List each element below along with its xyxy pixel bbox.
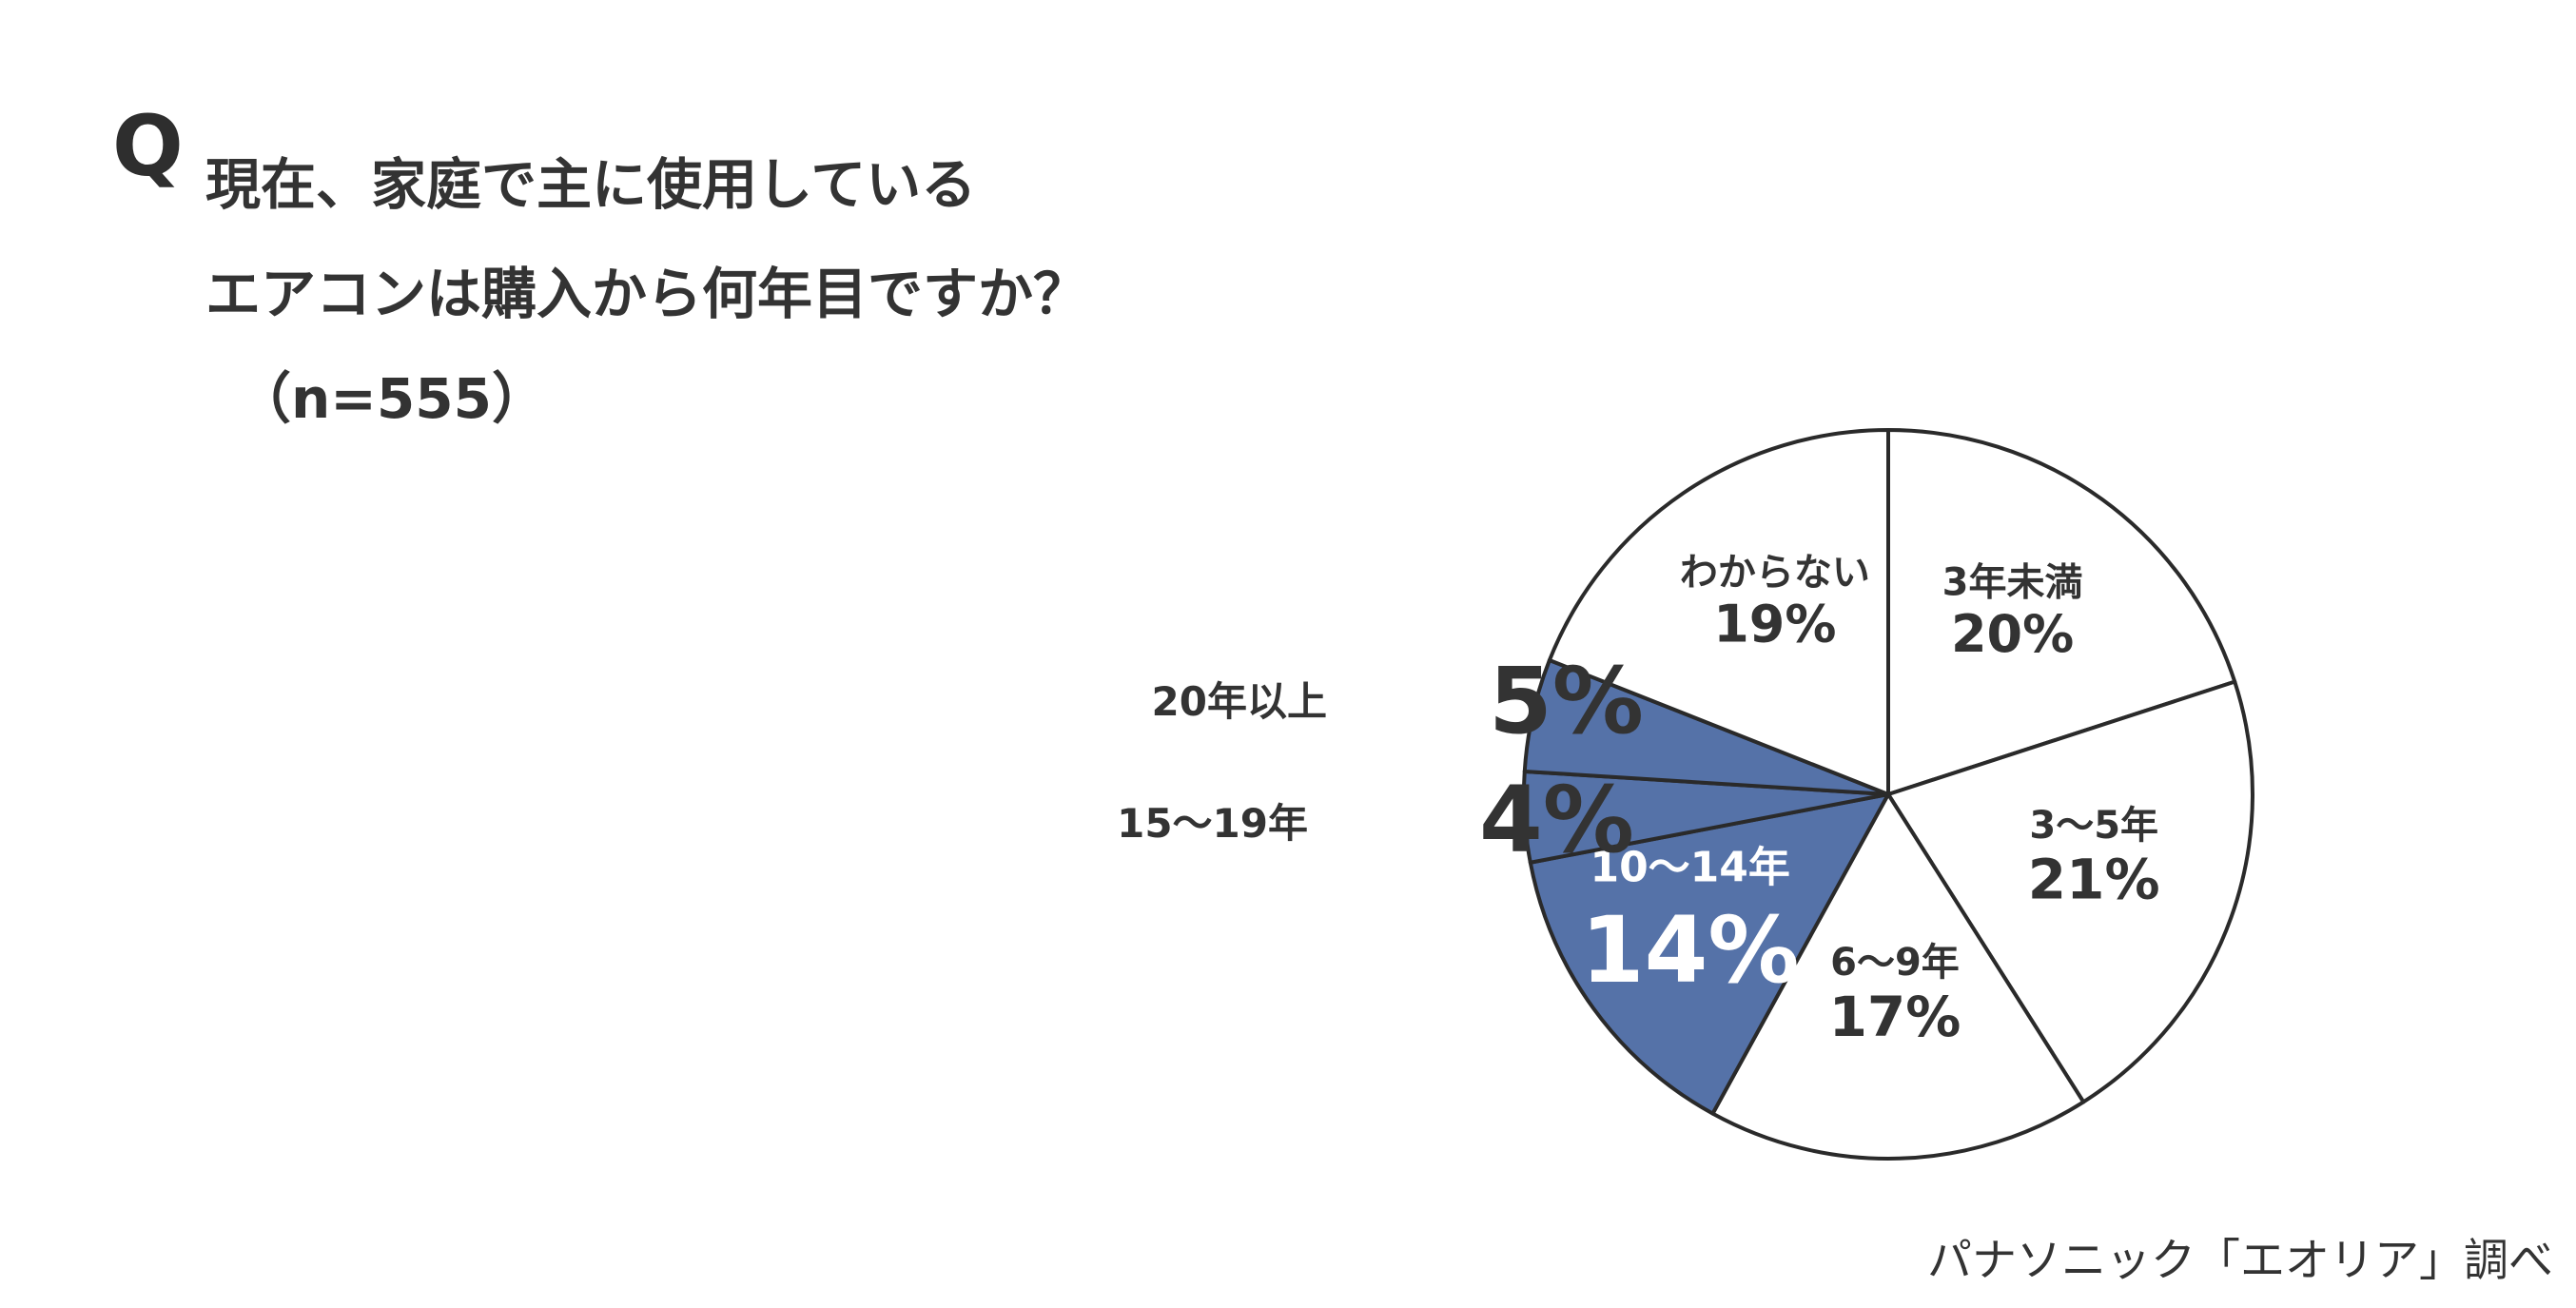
question-mark: Q — [112, 97, 184, 195]
question-line-1: 現在、家庭で主に使用している — [205, 152, 977, 217]
slice-label: 10〜14年 — [1590, 843, 1789, 891]
slice-label: 6〜9年 — [1830, 941, 1960, 985]
slice-value-label: 17% — [1829, 985, 1961, 1049]
pie-slice — [1886, 428, 2237, 796]
source-note: パナソニック「エオリア」調べ — [1927, 1235, 2553, 1287]
pie-slice — [1547, 428, 1890, 796]
slice-label: わからない — [1680, 551, 1870, 595]
pie-slice — [1710, 792, 2086, 1161]
slice-label: 20年以上 — [1152, 678, 1327, 725]
slice-label: 3年未満 — [1942, 561, 2083, 605]
slice-label: 3〜5年 — [2029, 804, 2158, 848]
slice-value-label: 19% — [1713, 595, 1836, 654]
slice-value-label: 20% — [1951, 604, 2074, 664]
pie-slice — [1886, 679, 2254, 1104]
sample-size: （n=555） — [236, 366, 547, 431]
slice-value-label: 5% — [1489, 648, 1644, 754]
slice-label: 15〜19年 — [1117, 800, 1308, 847]
slice-value-label: 4% — [1479, 767, 1634, 873]
slice-value-label: 14% — [1581, 897, 1800, 1004]
question-line-2: エアコンは購入から何年目ですか？ — [205, 262, 1089, 326]
slice-value-label: 21% — [2028, 848, 2160, 912]
pie-slice — [1528, 792, 1890, 1116]
